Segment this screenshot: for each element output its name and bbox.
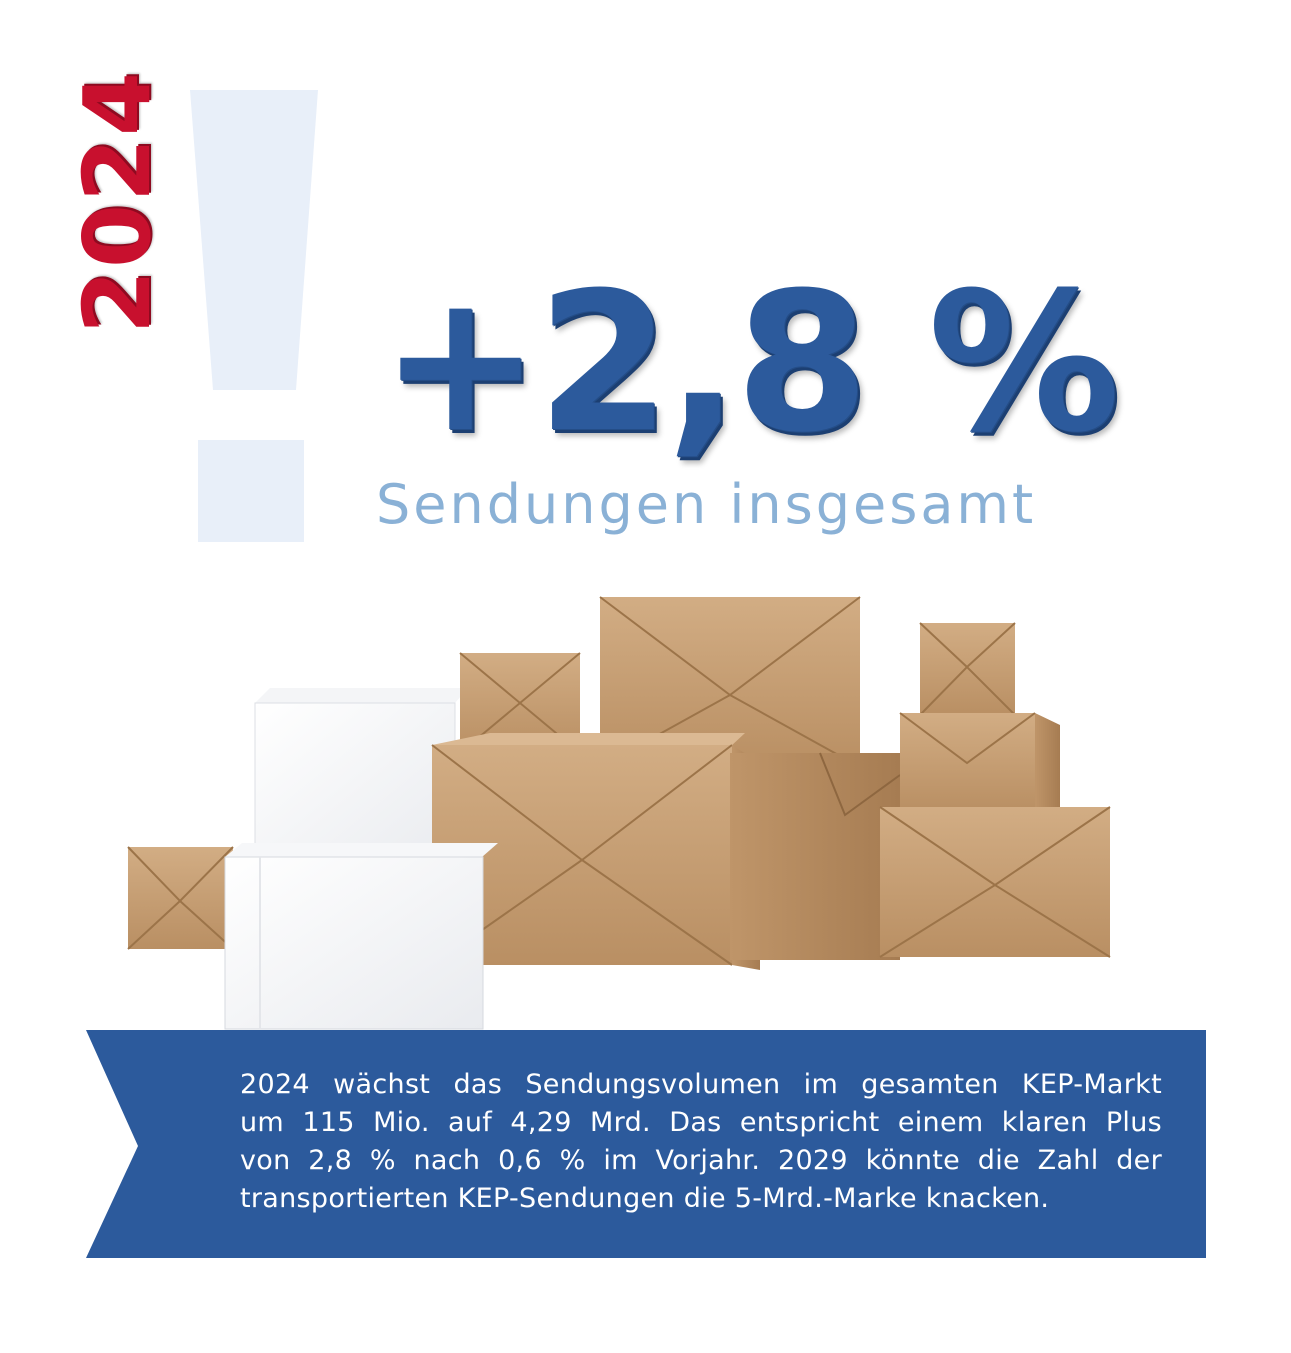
description-line-1: 2024 wächst das Sendungsvolumen im gesam…: [240, 1069, 1162, 1100]
parcel-boxes-illustration: [127, 596, 1111, 1030]
exclamation-mark-graphic: [190, 90, 318, 542]
growth-subtitle: Sendungen insgesamt: [376, 473, 1037, 536]
growth-percentage: +2,8 %: [380, 252, 1120, 475]
info-banner: [86, 1030, 1206, 1260]
description-line-4: transportierten KEP-Sendungen die 5-Mrd.…: [240, 1183, 1050, 1214]
year-label: 2024: [64, 69, 171, 335]
description-line-3: von 2,8 % nach 0,6 % im Vorjahr. 2029 kö…: [240, 1145, 1162, 1176]
white-box-front: [224, 843, 498, 1030]
ribbon-banner: [86, 1030, 1206, 1258]
description-line-2: um 115 Mio. auf 4,29 Mrd. Das entspricht…: [240, 1107, 1162, 1138]
kraft-box-right-bottom: [879, 806, 1111, 958]
kraft-box-right-top: [919, 622, 1016, 716]
kraft-box-center-right: [730, 752, 901, 960]
banner-description: 2024 wächst das Sendungsvolumen im gesam…: [240, 1066, 1162, 1218]
kraft-box-small-left: [127, 846, 234, 950]
kraft-box-right-middle: [899, 712, 1060, 813]
white-box-back: [254, 688, 468, 866]
